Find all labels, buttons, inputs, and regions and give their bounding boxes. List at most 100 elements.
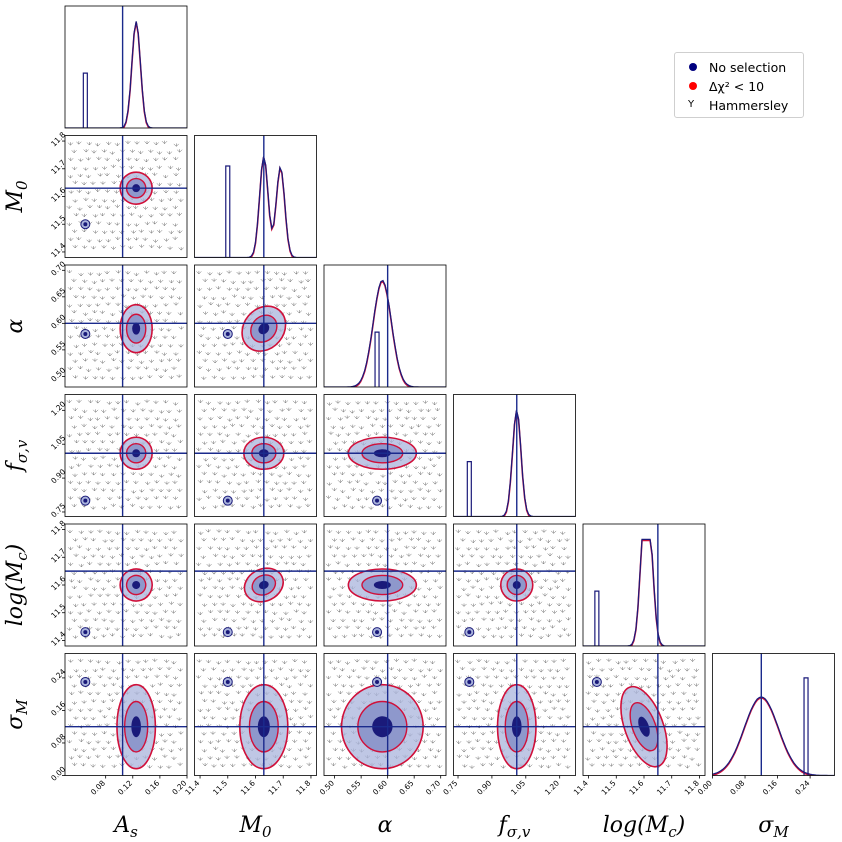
hammersley-marker	[250, 633, 256, 637]
hammersley-marker	[221, 554, 228, 558]
hammersley-marker	[331, 587, 337, 591]
hammersley-marker	[162, 335, 168, 339]
hammersley-marker	[123, 609, 129, 613]
hammersley-marker	[178, 553, 184, 557]
hammersley-marker	[559, 676, 566, 680]
hammersley-marker	[208, 302, 214, 306]
hammersley-marker	[100, 764, 106, 768]
hammersley-marker	[143, 497, 149, 501]
legend-label: Hammersley	[709, 97, 789, 113]
hammersley-marker	[547, 587, 553, 591]
hammersley-marker	[255, 351, 262, 355]
hammersley-marker	[152, 531, 158, 535]
hammersley-marker	[565, 617, 571, 621]
hammersley-marker	[286, 747, 292, 752]
hammersley-marker	[205, 401, 212, 405]
hammersley-marker	[153, 141, 159, 146]
hammersley-marker	[476, 658, 482, 663]
hammersley-marker	[115, 464, 121, 468]
hammersley-marker	[298, 440, 304, 445]
hammersley-marker	[354, 546, 360, 550]
hammersley-marker	[143, 626, 149, 630]
hammersley-marker	[143, 675, 149, 679]
hammersley-marker	[144, 221, 151, 225]
hammersley-marker	[234, 740, 240, 744]
hammersley-marker	[287, 504, 293, 508]
hammersley-marker	[95, 143, 101, 147]
hammersley-marker	[107, 463, 113, 467]
hammersley-marker	[171, 448, 178, 452]
hammersley-marker	[497, 601, 503, 605]
hammersley-marker	[656, 684, 662, 688]
hammersley-marker	[132, 205, 139, 209]
hammersley-marker	[495, 561, 501, 565]
hammersley-marker	[71, 503, 77, 508]
hammersley-marker	[67, 611, 74, 615]
hammersley-marker	[269, 487, 275, 491]
hammersley-marker	[163, 238, 170, 242]
hammersley-marker	[130, 409, 136, 413]
hammersley-marker	[417, 619, 423, 623]
hammersley-marker	[202, 358, 208, 362]
hammersley-marker	[176, 296, 183, 300]
hammersley-marker	[159, 440, 165, 444]
hammersley-marker	[235, 400, 241, 405]
hammersley-marker	[111, 473, 117, 477]
hammersley-marker	[104, 287, 110, 291]
hammersley-marker	[291, 336, 297, 340]
hammersley-marker	[585, 757, 591, 761]
hammersley-marker	[332, 457, 339, 461]
hammersley-marker	[326, 693, 332, 697]
panel-2-2	[323, 264, 447, 388]
hammersley-marker	[114, 531, 121, 535]
hammersley-marker	[335, 433, 341, 437]
hammersley-marker	[215, 336, 221, 340]
hammersley-marker	[632, 658, 638, 663]
hammersley-marker	[373, 530, 379, 534]
hammersley-marker	[257, 538, 264, 542]
hammersley-marker	[281, 754, 288, 759]
hammersley-marker	[392, 496, 398, 500]
hammersley-marker	[402, 625, 409, 629]
hammersley-marker	[359, 473, 365, 477]
hammersley-marker	[306, 700, 313, 704]
hammersley-marker	[207, 609, 214, 614]
hammersley-marker	[411, 416, 418, 420]
hammersley-marker	[76, 236, 82, 241]
hammersley-marker	[92, 425, 98, 430]
hammersley-marker	[475, 738, 481, 743]
selection-point-core	[83, 222, 88, 227]
x-tick-label: 0.08	[728, 778, 746, 796]
hammersley-marker	[375, 563, 381, 567]
hammersley-marker	[161, 352, 168, 356]
hammersley-marker	[421, 466, 428, 470]
hammersley-marker	[114, 546, 120, 550]
hammersley-marker	[298, 408, 304, 413]
hammersley-marker	[599, 668, 605, 672]
contour-core	[132, 322, 141, 335]
hammersley-marker	[77, 579, 83, 584]
hammersley-marker	[431, 609, 437, 613]
hammersley-marker	[253, 545, 260, 549]
hammersley-marker	[101, 634, 107, 638]
hammersley-marker	[418, 669, 424, 673]
hammersley-marker	[177, 762, 183, 766]
hammersley-marker	[267, 555, 274, 559]
hammersley-marker	[466, 547, 472, 551]
hammersley-marker	[100, 587, 107, 591]
contour-core	[132, 581, 141, 589]
hammersley-marker	[133, 237, 139, 241]
hammersley-marker	[221, 458, 227, 462]
hammersley-marker	[565, 633, 572, 637]
hammersley-marker	[340, 748, 346, 752]
hammersley-marker	[689, 757, 695, 761]
hammersley-marker	[164, 481, 170, 485]
hammersley-marker	[606, 658, 612, 662]
hammersley-marker	[527, 537, 533, 541]
hammersley-marker	[670, 707, 676, 711]
hammersley-marker	[615, 661, 621, 665]
hammersley-marker	[667, 747, 673, 751]
hammersley-marker	[589, 717, 596, 721]
hammersley-marker	[675, 683, 681, 687]
hammersley-marker	[397, 537, 403, 541]
